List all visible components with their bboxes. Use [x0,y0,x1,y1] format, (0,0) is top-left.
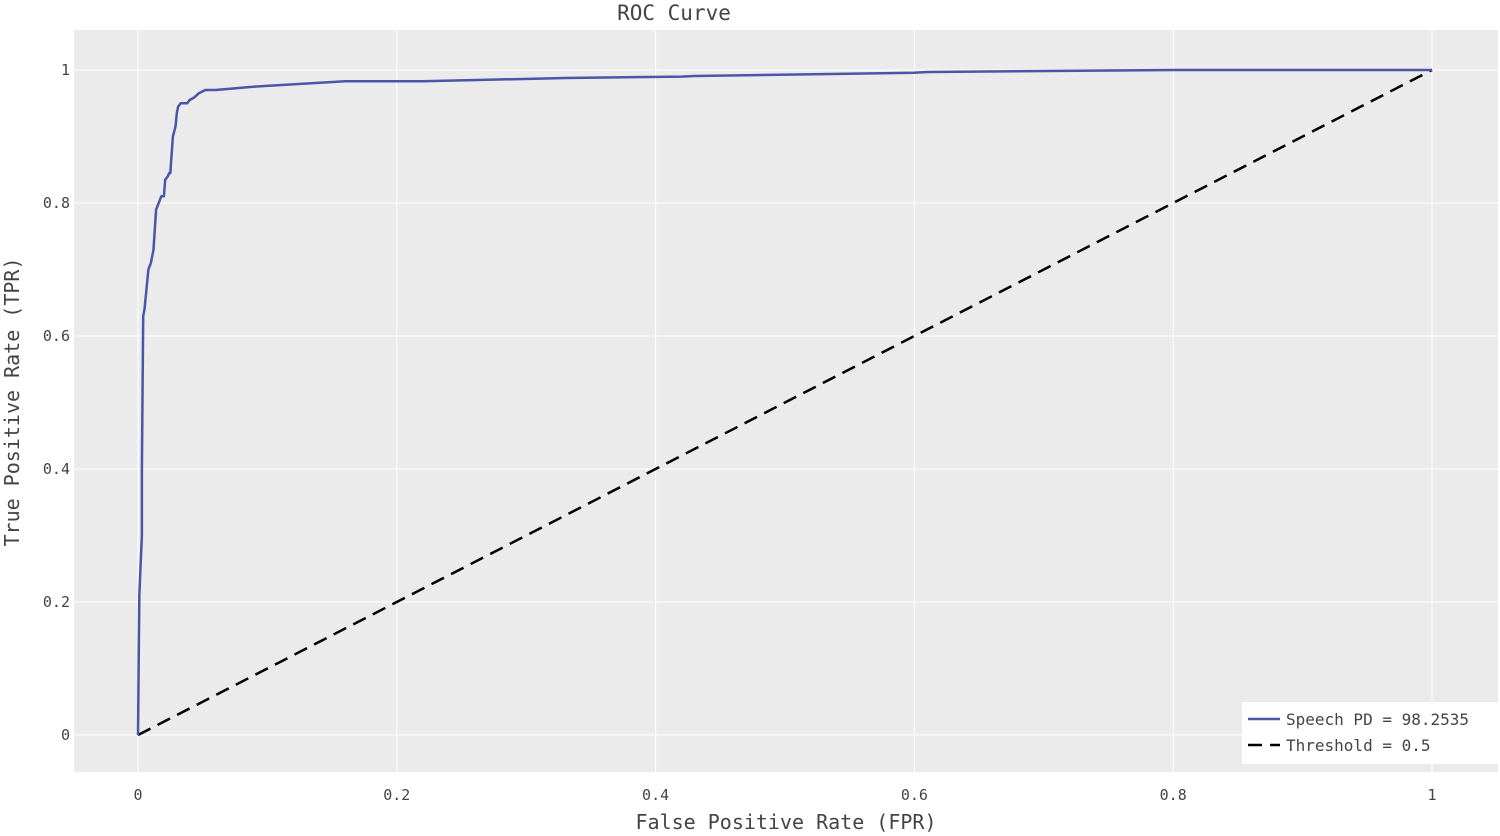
x-tick-label: 0.8 [1160,786,1187,804]
y-tick-label: 0.2 [43,593,70,611]
x-tick-label: 0.6 [901,786,928,804]
y-tick-label: 0 [61,726,70,744]
x-tick-label: 0.4 [642,786,669,804]
chart-title: ROC Curve [617,1,731,25]
series-line-threshold [137,68,1433,737]
legend-box [1242,702,1498,764]
series-line-speech-pd [136,68,1432,736]
y-tick-label: 0.4 [43,460,70,478]
y-tick-label: 1 [61,61,70,79]
y-axis-label: True Positive Rate (TPR) [0,258,24,547]
legend-label-speech-pd: Speech PD = 98.2535 [1286,710,1469,729]
legend: Speech PD = 98.2535 Threshold = 0.5 [1242,702,1498,764]
series [136,68,1433,737]
x-tick-label: 1 [1427,786,1436,804]
x-axis-label: False Positive Rate (FPR) [635,810,936,834]
tick-labels: 0 0.2 0.4 0.6 0.8 1 0 0.2 0.4 0.6 0.8 1 [43,61,1437,804]
legend-label-threshold: Threshold = 0.5 [1286,736,1431,755]
y-tick-label: 0.6 [43,327,70,345]
x-tick-label: 0 [133,786,142,804]
x-tick-label: 0.2 [383,786,410,804]
y-tick-label: 0.8 [43,194,70,212]
